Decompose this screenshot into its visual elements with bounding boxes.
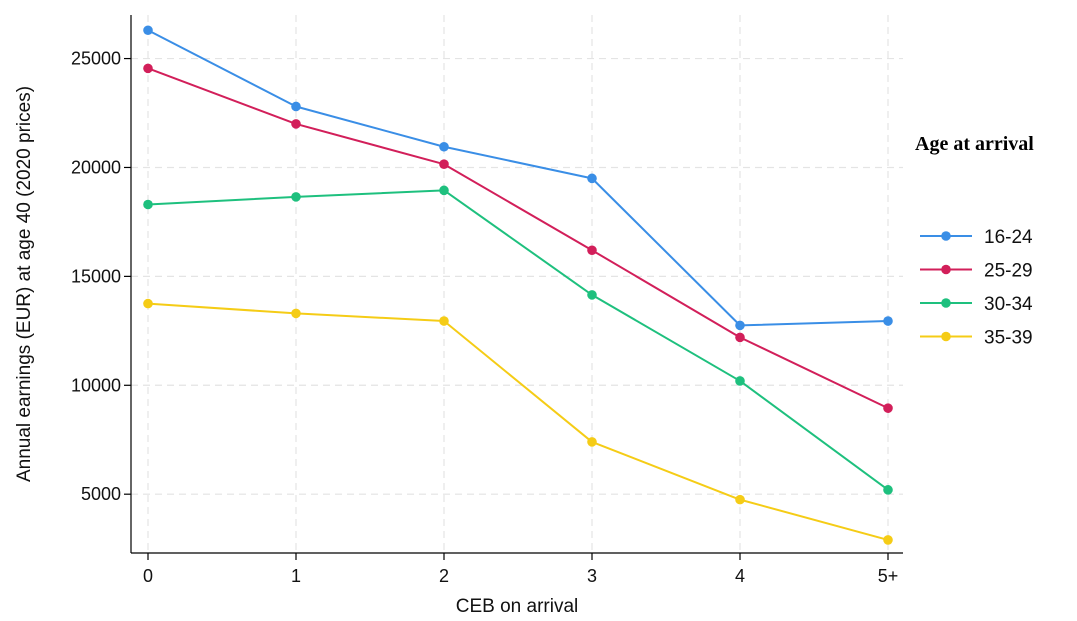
- x-tick-label: 3: [587, 566, 597, 586]
- legend-label: 16-24: [984, 227, 1033, 248]
- legend-title: Age at arrival: [915, 133, 1034, 155]
- series-line-25-29: [147, 67, 889, 410]
- data-point-25-29-4: [735, 332, 745, 343]
- data-point-35-39-2: [439, 316, 449, 326]
- data-point-30-34-1: [291, 192, 301, 202]
- data-point-30-34-5+: [883, 485, 893, 495]
- legend-label: 30-34: [984, 294, 1033, 315]
- data-point-25-29-0: [143, 63, 153, 74]
- legend-label: 25-29: [984, 261, 1033, 282]
- data-point-16-24-0: [143, 25, 153, 36]
- x-tick-label: 4: [735, 566, 745, 586]
- data-point-16-24-4: [735, 320, 745, 331]
- legend-label: 35-39: [984, 328, 1033, 349]
- x-axis-ticks: 0 1 2 3 4 5+: [143, 553, 898, 586]
- data-point-16-24-5+: [883, 316, 893, 326]
- legend-swatch-marker: [941, 331, 951, 342]
- data-point-25-29-3: [587, 245, 597, 256]
- series-line-30-34: [147, 189, 889, 491]
- data-point-35-39-4: [735, 494, 745, 505]
- data-point-35-39-0: [143, 298, 153, 309]
- x-axis-title: CEB on arrival: [456, 596, 579, 617]
- data-point-30-34-3: [587, 290, 597, 300]
- series-lines: [143, 25, 893, 545]
- grid-lines: [131, 15, 903, 553]
- data-point-35-39-3: [587, 437, 597, 447]
- data-point-30-34-0: [143, 199, 153, 210]
- legend-swatch-marker: [941, 264, 951, 275]
- data-point-16-24-3: [587, 173, 597, 184]
- legend-swatch-marker: [941, 298, 951, 308]
- x-tick-label: 0: [143, 566, 153, 586]
- data-point-30-34-4: [735, 376, 745, 386]
- data-point-30-34-2: [439, 185, 449, 196]
- data-point-25-29-5+: [883, 403, 893, 413]
- legend-item-35-39[interactable]: 35-39: [920, 328, 1033, 349]
- x-tick-label: 5+: [878, 566, 899, 586]
- data-point-25-29-2: [439, 159, 449, 170]
- series-line-16-24: [147, 29, 889, 327]
- data-point-25-29-1: [291, 119, 301, 129]
- y-axis-title: Annual earnings (EUR) at age 40 (2020 pr…: [14, 86, 35, 482]
- data-point-16-24-2: [439, 141, 449, 152]
- y-tick-label: 15000: [71, 266, 121, 286]
- x-tick-label: 1: [291, 566, 301, 586]
- y-tick-label: 20000: [71, 157, 121, 177]
- data-point-35-39-1: [291, 308, 301, 319]
- data-point-16-24-1: [291, 101, 301, 112]
- data-point-35-39-5+: [883, 535, 893, 545]
- series-line-35-39: [147, 302, 889, 541]
- x-tick-label: 2: [439, 566, 449, 586]
- legend-item-16-24[interactable]: 16-24: [920, 227, 1033, 248]
- axes: [130, 15, 903, 554]
- legend[interactable]: 16-24 25-29 30-34 35-39: [920, 227, 1033, 349]
- y-tick-label: 5000: [81, 484, 121, 504]
- y-tick-label: 25000: [71, 49, 121, 69]
- legend-item-30-34[interactable]: 30-34: [920, 294, 1033, 315]
- y-axis-ticks: 5000 10000 15000 20000 25000: [71, 49, 131, 504]
- legend-swatch-marker: [941, 231, 951, 241]
- legend-item-25-29[interactable]: 25-29: [920, 261, 1033, 282]
- y-tick-label: 10000: [71, 375, 121, 395]
